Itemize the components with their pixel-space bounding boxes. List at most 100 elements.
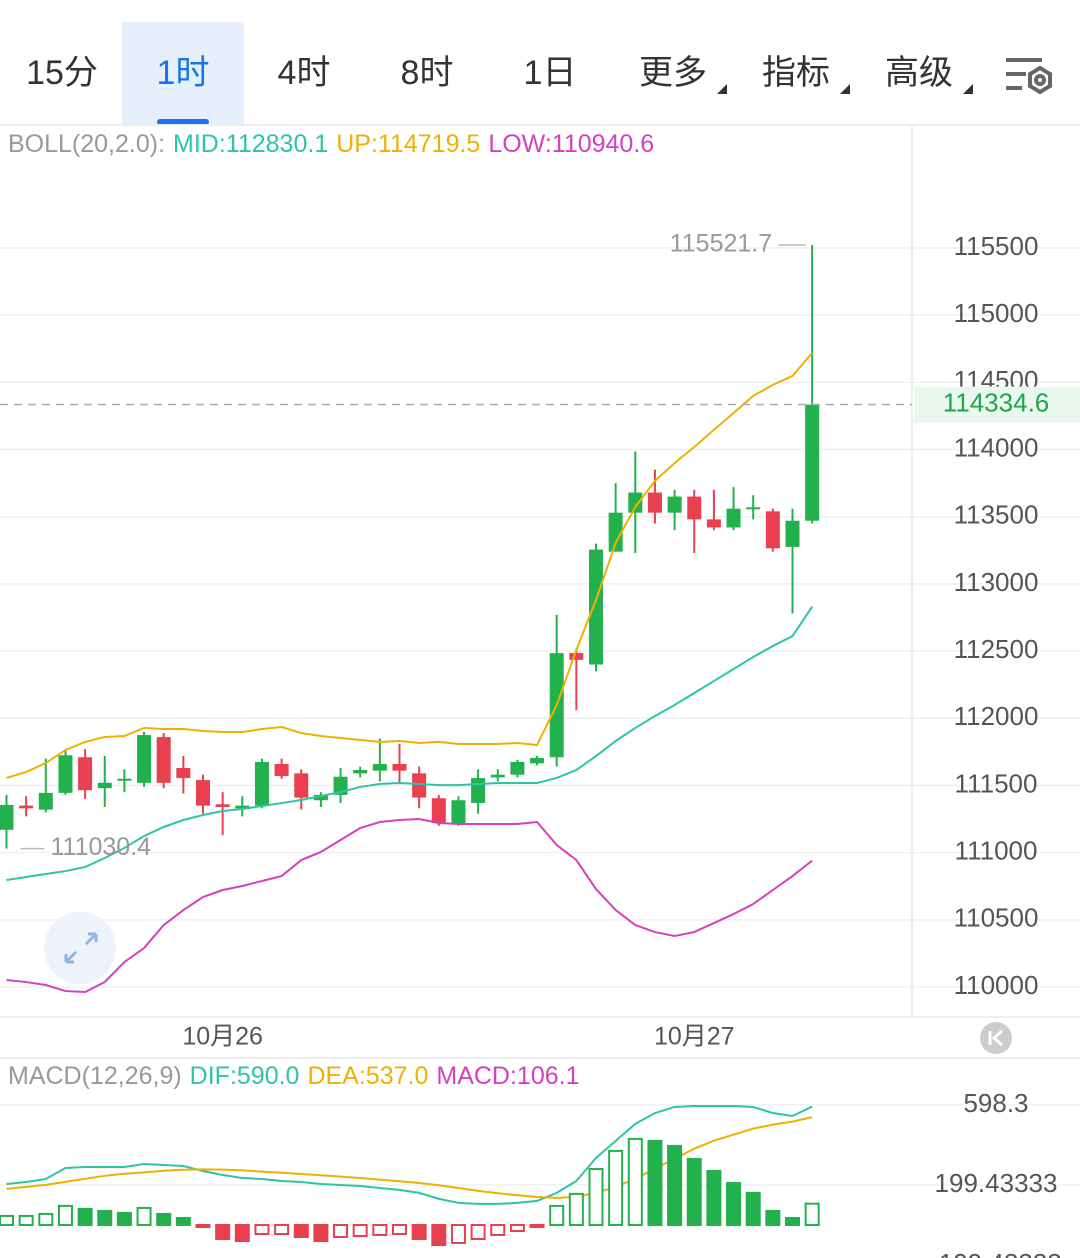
candle-body	[667, 496, 682, 513]
expand-arrows	[64, 932, 98, 964]
icon-hex	[1028, 65, 1052, 95]
timeframe-tabs: 15分 1时 4时 8时 1日 更多 指标 高级	[26, 22, 973, 125]
tab[interactable]: 8时	[401, 54, 454, 92]
boll-line	[6, 606, 813, 882]
macd-bar	[549, 1204, 565, 1226]
candle-body	[137, 735, 152, 783]
candle-body	[431, 798, 446, 824]
macd-bar	[785, 1216, 800, 1226]
macd-line	[6, 1104, 813, 1205]
macd-bar	[804, 1202, 820, 1226]
legend-title: BOLL(20,2.0):	[8, 130, 165, 158]
candle-body	[215, 804, 230, 807]
candle-body	[451, 800, 466, 824]
macd-bar	[608, 1149, 624, 1226]
macd-bar	[588, 1167, 604, 1226]
macd-bar	[726, 1182, 742, 1226]
main-chart: 110000 110500 111000 111500 112000 112500 1130…	[0, 125, 1080, 1059]
tab[interactable]: 高级	[885, 54, 953, 92]
last-price-label: 114334.6	[943, 387, 1050, 417]
y-tick-label: 111000	[955, 836, 1038, 866]
expand-button[interactable]	[44, 912, 116, 984]
y-tick-label: 112500	[954, 634, 1039, 664]
reset-icon	[988, 1029, 1003, 1047]
boll-line	[6, 818, 813, 994]
tab[interactable]: 1日	[524, 54, 577, 92]
high-label: 115521.7	[670, 230, 772, 258]
macd-bar	[490, 1223, 506, 1237]
macd-bar	[745, 1191, 761, 1226]
active-tab-indicator	[157, 119, 209, 125]
macd-bar	[392, 1223, 407, 1236]
candle-body	[38, 792, 53, 810]
tab[interactable]: 4时	[278, 54, 331, 92]
candle-body	[156, 737, 171, 783]
macd-bar	[97, 1209, 113, 1226]
candle-body	[805, 404, 820, 521]
tab[interactable]: 15分	[26, 54, 98, 92]
candle-body	[313, 794, 328, 801]
x-tick-label: 10月26	[182, 1023, 263, 1051]
macd-bar	[57, 1204, 73, 1226]
candle-body	[412, 773, 427, 798]
candle-body	[294, 773, 309, 798]
candle-body	[569, 653, 584, 660]
legend-title: MACD(12,26,9)	[8, 1062, 182, 1090]
tab[interactable]: 1时	[157, 54, 210, 92]
macd-bar	[431, 1223, 447, 1247]
macd-bar	[686, 1157, 702, 1226]
candle-body	[117, 778, 132, 781]
macd-bar	[175, 1216, 191, 1226]
legend-entry: UP:114719.5	[336, 130, 480, 158]
macd-bar	[352, 1223, 368, 1238]
candle-body	[235, 805, 250, 809]
candle-body	[254, 761, 269, 806]
candle-body	[58, 755, 73, 793]
legend-entry: DIF:590.0	[190, 1062, 300, 1090]
y-tick-label: 112000	[954, 701, 1039, 731]
macd-bar	[529, 1223, 545, 1228]
dropdown-caret	[963, 84, 973, 94]
macd-bar	[372, 1223, 388, 1237]
y-tick-label: 114000	[954, 432, 1039, 462]
macd-bar	[568, 1192, 584, 1226]
low-label: 111030.4	[51, 833, 152, 861]
candle-body	[687, 496, 702, 520]
macd-chart: 598.3 199.43333 -199.43333 MACD(12,26,9) DIF…	[0, 1062, 1080, 1258]
macd-bar	[470, 1223, 486, 1241]
dropdown-caret	[840, 84, 850, 94]
macd-bar	[0, 1214, 14, 1226]
macd-bar	[647, 1139, 663, 1226]
macd-bar	[765, 1209, 781, 1226]
y-tick-label: 598.3	[963, 1088, 1028, 1118]
y-tick-label: 110500	[954, 903, 1039, 933]
candle-body	[628, 492, 643, 513]
indicator-legend: BOLL(20,2.0): MID:112830.1 UP:114719.5 LOW:…	[8, 130, 654, 158]
macd-bar	[195, 1223, 211, 1228]
tab[interactable]: 更多	[639, 54, 707, 92]
legend-entry: LOW:110940.6	[488, 130, 654, 158]
settings-icon[interactable]	[1006, 58, 1052, 95]
macd-bar	[38, 1212, 54, 1226]
macd-bar	[215, 1223, 231, 1241]
icon-dot	[1034, 74, 1046, 86]
macd-bar	[411, 1223, 427, 1241]
macd-bar	[509, 1223, 525, 1232]
macd-bar	[667, 1144, 683, 1226]
macd-bar	[274, 1223, 290, 1236]
candle-body	[78, 757, 93, 791]
candle-body	[647, 492, 662, 513]
y-tick-label: -199.43333	[930, 1248, 1062, 1258]
y-tick-label: 113500	[954, 500, 1039, 530]
macd-bar	[254, 1223, 270, 1236]
y-tick-label: 115500	[954, 231, 1039, 261]
active-tab-bg	[122, 22, 244, 125]
tab[interactable]: 指标	[762, 54, 830, 92]
y-tick-label: 199.43333	[935, 1168, 1058, 1198]
macd-bar	[116, 1211, 132, 1226]
x-tick-label: 10月27	[654, 1023, 735, 1051]
last-price-box	[914, 386, 1080, 423]
